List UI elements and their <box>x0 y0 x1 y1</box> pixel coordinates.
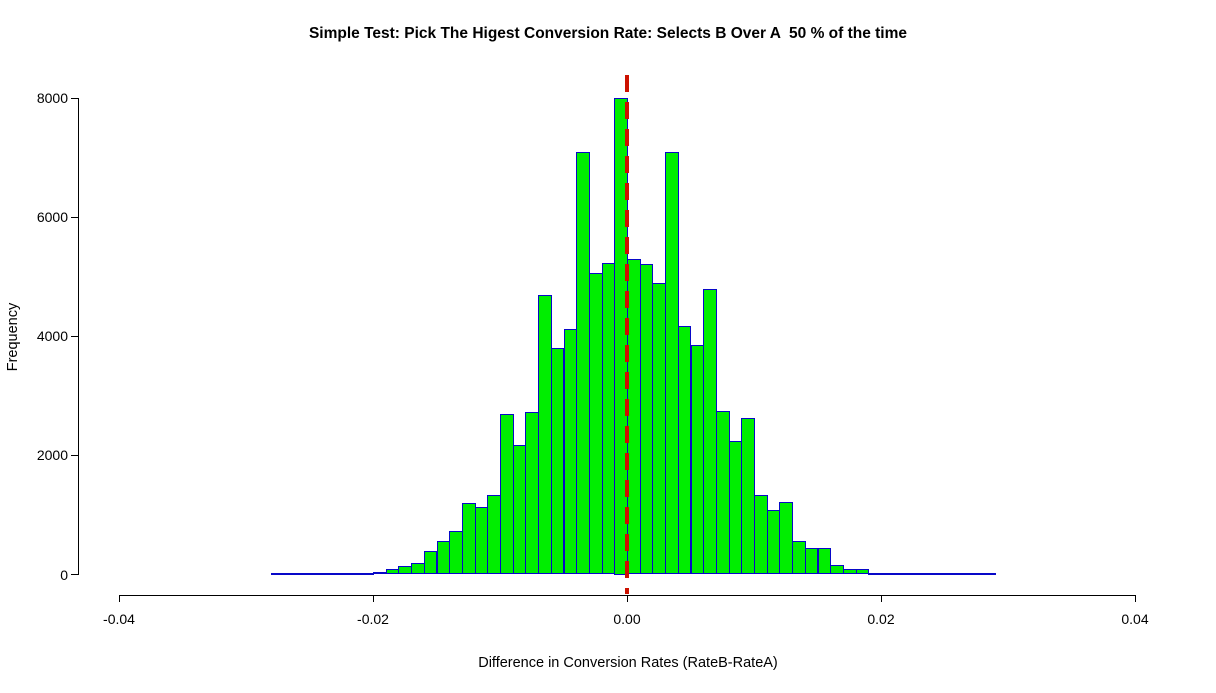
histogram-bar <box>512 445 527 575</box>
zero-reference-line <box>625 75 629 594</box>
histogram-bar <box>360 573 374 575</box>
histogram-bar <box>411 562 425 575</box>
x-axis-tick <box>626 595 628 602</box>
y-axis-line <box>78 98 79 575</box>
y-tick-label: 4000 <box>36 328 68 345</box>
x-tick-label: -0.04 <box>103 611 135 627</box>
y-axis-tick <box>71 335 78 337</box>
histogram-bar <box>334 573 349 575</box>
histogram-bar <box>601 262 616 575</box>
histogram-bar <box>373 571 387 575</box>
histogram-bar <box>398 565 413 575</box>
histogram-bar <box>754 494 768 575</box>
x-tick-label: -0.02 <box>357 611 389 627</box>
chart-title: Simple Test: Pick The Higest Conversion … <box>308 25 908 42</box>
histogram-bar <box>830 564 844 575</box>
y-tick-label: 6000 <box>36 209 68 226</box>
histogram-bar <box>309 573 324 575</box>
y-axis-tick <box>71 454 78 456</box>
histogram-bar <box>715 411 730 575</box>
histogram-bar <box>792 541 806 575</box>
histogram-bar <box>817 548 832 575</box>
x-axis-tick <box>372 595 374 602</box>
histogram-bar <box>944 573 959 575</box>
histogram-bar <box>563 328 578 575</box>
histogram-bar <box>461 503 476 575</box>
histogram-bar <box>842 568 857 575</box>
histogram-bar <box>906 573 921 575</box>
histogram-bar <box>690 345 705 575</box>
histogram-bar <box>969 573 984 575</box>
histogram-bar <box>576 151 590 575</box>
histogram-bar <box>665 152 679 575</box>
histogram-bar <box>271 573 286 575</box>
y-tick-label: 0 <box>60 566 68 583</box>
x-tick-label: 0.00 <box>613 611 641 627</box>
histogram-bar <box>881 573 895 575</box>
y-axis-tick <box>71 216 78 218</box>
histogram-bar <box>385 568 400 575</box>
histogram-bar <box>423 551 438 575</box>
x-axis-label: Difference in Conversion Rates (RateB-Ra… <box>478 655 778 671</box>
histogram-bar <box>322 573 336 575</box>
histogram-bar <box>982 573 997 575</box>
histogram-bar <box>766 510 781 575</box>
histogram-bar <box>474 506 489 575</box>
histogram-bar <box>525 411 540 575</box>
histogram-bar <box>893 573 908 575</box>
histogram-bar <box>436 541 451 575</box>
histogram-bar <box>703 288 717 575</box>
histogram-bar <box>588 273 603 575</box>
histogram-bar <box>779 502 794 575</box>
histogram-bar <box>284 573 298 575</box>
histogram-bar <box>550 348 565 575</box>
histogram-bar <box>538 294 552 575</box>
histogram-bar <box>957 573 971 575</box>
histogram-bar <box>677 326 692 575</box>
histogram-bar <box>449 531 463 575</box>
x-axis-tick <box>880 595 882 602</box>
x-axis-tick <box>1134 595 1136 602</box>
histogram-bar <box>627 258 641 575</box>
histogram-bar <box>347 573 362 575</box>
y-axis-tick <box>71 574 78 575</box>
histogram-bar <box>487 495 501 575</box>
histogram-bar <box>500 413 514 575</box>
histogram-bar <box>728 441 743 575</box>
histogram-bar <box>931 573 946 575</box>
histogram-bar <box>919 573 933 575</box>
histogram-bar <box>741 417 755 575</box>
histogram-bar <box>868 573 882 575</box>
x-axis-tick <box>118 595 120 602</box>
histogram-bar <box>804 547 819 575</box>
x-tick-label: 0.04 <box>1121 611 1149 627</box>
histogram-bar <box>652 282 667 575</box>
histogram-bar <box>855 569 870 575</box>
x-tick-label: 0.02 <box>867 611 895 627</box>
y-tick-label: 8000 <box>36 90 68 106</box>
histogram-bar <box>296 573 311 575</box>
y-axis-tick <box>71 97 78 99</box>
y-tick-label: 2000 <box>36 447 68 464</box>
histogram-bar <box>639 263 654 575</box>
